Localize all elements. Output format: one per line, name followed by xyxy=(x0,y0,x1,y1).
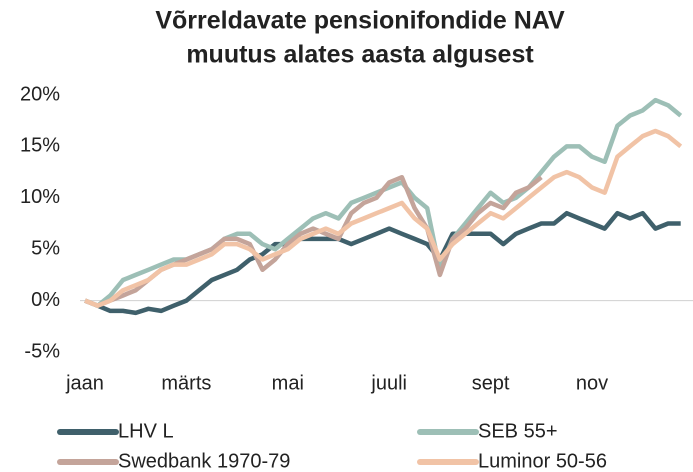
x-tick-label: nov xyxy=(576,372,608,394)
x-tick-label: sept xyxy=(472,372,510,394)
series-line xyxy=(84,97,683,308)
chart-title: muutus alates aasta algusest xyxy=(186,41,534,69)
legend-label: SEB 55+ xyxy=(478,420,558,442)
legend-label: Swedbank 1970-79 xyxy=(118,450,290,472)
y-tick-label: 5% xyxy=(31,237,60,259)
y-tick-label: -5% xyxy=(24,340,60,362)
y-tick-label: 20% xyxy=(20,83,60,105)
series-line xyxy=(84,210,681,316)
chart-title: Võrreldavate pensionifondide NAV xyxy=(155,7,565,35)
y-tick-label: 15% xyxy=(20,135,60,157)
series-line xyxy=(84,128,683,308)
x-tick-label: mai xyxy=(272,372,304,394)
series-line xyxy=(84,174,543,308)
x-tick-label: märts xyxy=(161,372,211,394)
legend-label: Luminor 50-56 xyxy=(478,450,607,472)
legend-label: LHV L xyxy=(118,420,174,442)
y-tick-label: 10% xyxy=(20,186,60,208)
x-tick-label: jaan xyxy=(65,372,104,394)
x-tick-label: juuli xyxy=(370,372,407,394)
y-tick-label: 0% xyxy=(31,289,60,311)
